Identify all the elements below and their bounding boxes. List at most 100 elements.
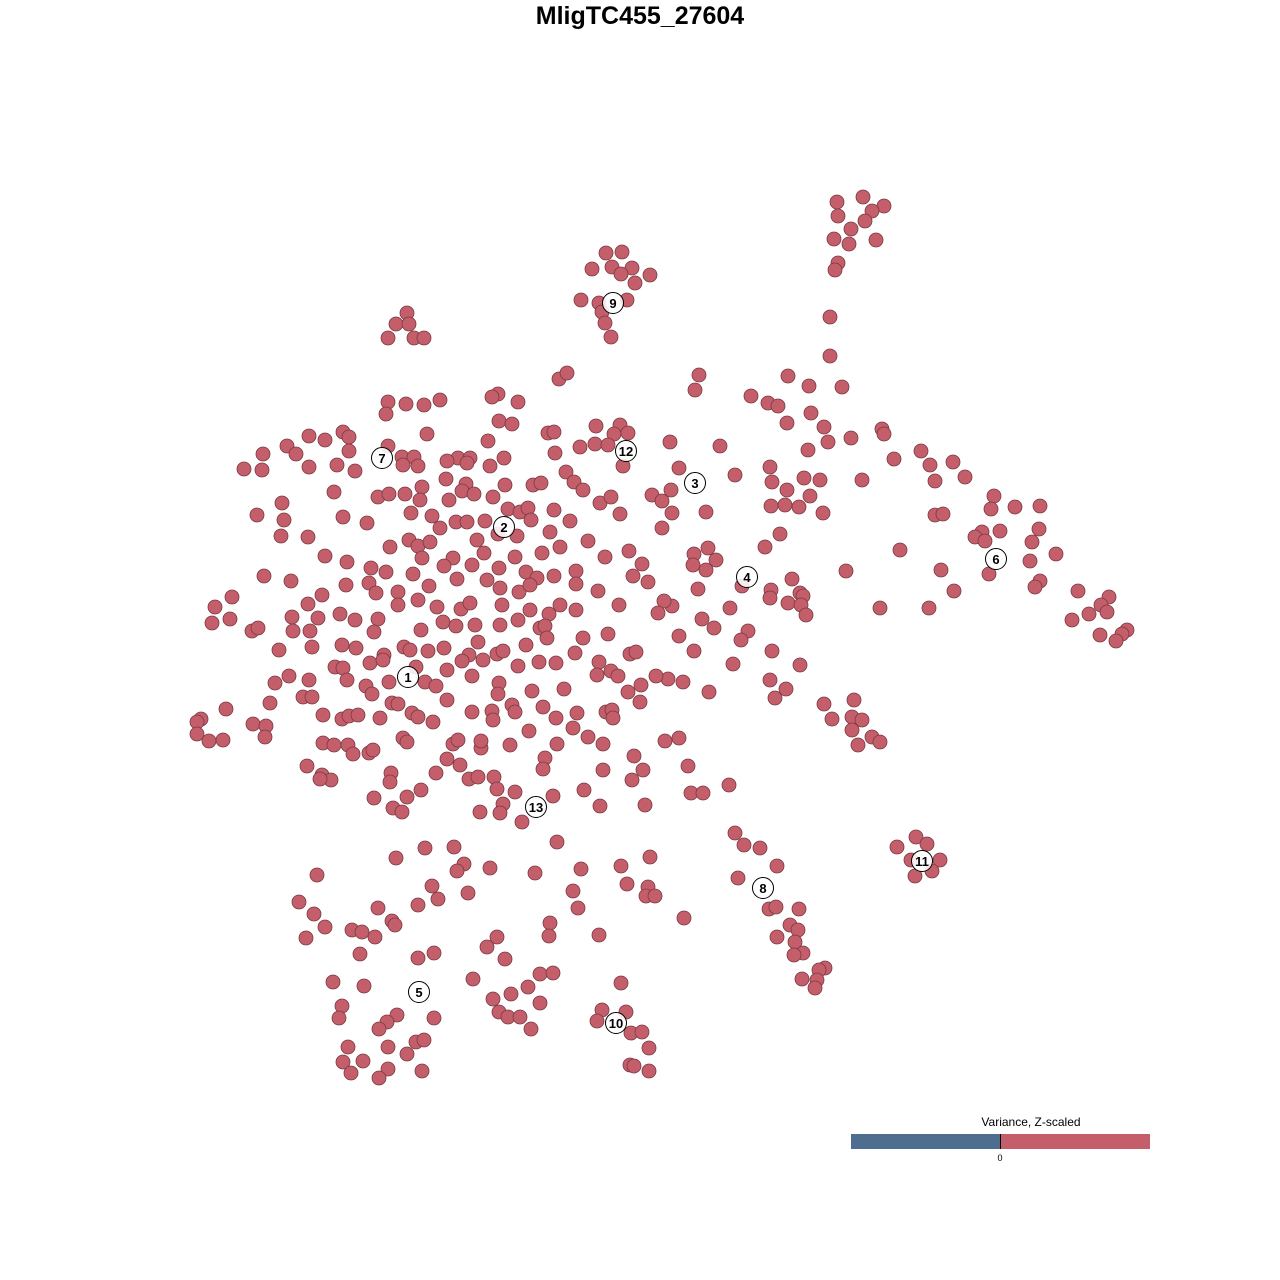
data-point (236, 461, 252, 477)
data-point (722, 600, 738, 616)
data-point (314, 587, 330, 603)
data-point (403, 505, 419, 521)
data-point (671, 730, 687, 746)
data-point (946, 583, 962, 599)
data-point (727, 825, 743, 841)
cluster-label-11: 11 (911, 850, 933, 872)
data-point (634, 556, 650, 572)
data-point (256, 568, 272, 584)
data-point (921, 600, 937, 616)
data-point (549, 736, 565, 752)
data-point (421, 578, 437, 594)
data-point (600, 437, 616, 453)
data-point (399, 734, 415, 750)
data-point (380, 330, 396, 346)
data-point (876, 426, 892, 442)
cluster-label-6: 6 (985, 548, 1007, 570)
data-point (647, 888, 663, 904)
data-point (390, 584, 406, 600)
data-point (429, 599, 445, 615)
cluster-label-text: 2 (500, 520, 507, 535)
data-point (462, 595, 478, 611)
data-point (779, 415, 795, 431)
data-point (605, 710, 621, 726)
data-point (426, 1010, 442, 1026)
data-point (1007, 499, 1023, 515)
data-point (872, 600, 888, 616)
data-point (428, 765, 444, 781)
data-point (694, 611, 710, 627)
data-point (416, 330, 432, 346)
data-point (589, 667, 605, 683)
data-point (532, 966, 548, 982)
cluster-label-circle (684, 472, 706, 494)
data-point (587, 436, 603, 452)
data-point (249, 507, 265, 523)
data-point (367, 929, 383, 945)
data-point (779, 482, 795, 498)
data-point (922, 457, 938, 473)
data-point (317, 432, 333, 448)
cluster-label-text: 7 (378, 451, 385, 466)
data-point (291, 894, 307, 910)
data-point (207, 599, 223, 615)
data-point (541, 928, 557, 944)
data-point (573, 861, 589, 877)
data-point (730, 870, 746, 886)
data-point (387, 917, 403, 933)
data-point (348, 640, 364, 656)
data-point (588, 418, 604, 434)
data-point (380, 1061, 396, 1077)
data-point (812, 472, 828, 488)
data-point (641, 1063, 657, 1079)
data-point (339, 554, 355, 570)
data-point (706, 620, 722, 636)
data-point (514, 814, 530, 830)
data-point (414, 1063, 430, 1079)
data-point (399, 789, 415, 805)
data-point (598, 245, 614, 261)
data-point (573, 292, 589, 308)
data-point (769, 929, 785, 945)
data-point (620, 425, 636, 441)
cluster-label-7: 7 (371, 447, 393, 469)
data-point (399, 1046, 415, 1062)
data-point (410, 950, 426, 966)
data-point (414, 550, 430, 566)
data-point (281, 668, 297, 684)
data-point (626, 748, 642, 764)
data-point (370, 900, 386, 916)
colorbar-positive (1001, 1134, 1150, 1149)
chart-title: MligTC455_27604 (535, 2, 745, 30)
data-point (380, 1039, 396, 1055)
cluster-label-text: 12 (619, 444, 633, 459)
data-point (671, 460, 687, 476)
data-point (507, 549, 523, 565)
data-point (503, 986, 519, 1002)
data-point (712, 438, 728, 454)
data-point (656, 593, 672, 609)
data-point (422, 534, 438, 550)
data-point (933, 562, 949, 578)
data-point (854, 712, 870, 728)
data-point (539, 630, 555, 646)
data-point (846, 692, 862, 708)
data-point (591, 927, 607, 943)
data-point (410, 897, 426, 913)
data-point (432, 392, 448, 408)
data-point (700, 540, 716, 556)
data-point (791, 499, 807, 515)
data-point (872, 734, 888, 750)
data-point (339, 672, 355, 688)
data-point (802, 488, 818, 504)
data-point (510, 658, 526, 674)
data-point (315, 707, 331, 723)
data-point (254, 462, 270, 478)
data-point (215, 732, 231, 748)
data-point (597, 315, 613, 331)
data-point (565, 720, 581, 736)
data-point (439, 751, 455, 767)
data-point (675, 674, 691, 690)
data-point (441, 492, 457, 508)
data-point (485, 489, 501, 505)
